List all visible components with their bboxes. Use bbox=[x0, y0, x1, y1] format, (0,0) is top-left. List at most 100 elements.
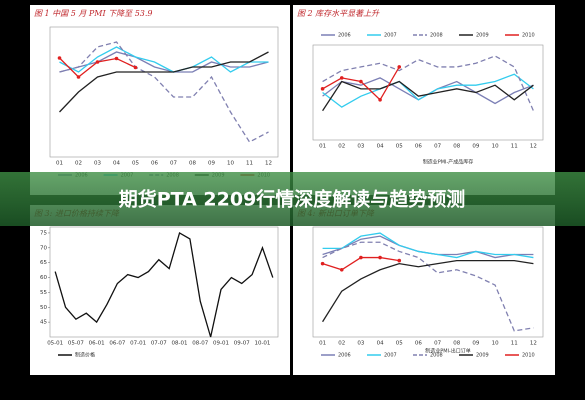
point bbox=[114, 56, 119, 61]
x-tick-label: 10 bbox=[492, 341, 499, 347]
x-tick-label: 06 bbox=[415, 144, 422, 150]
x-tick-label: 08-01 bbox=[172, 341, 188, 347]
x-tick-label: 03 bbox=[357, 341, 364, 347]
x-tick-label: 09 bbox=[472, 341, 479, 347]
point bbox=[359, 255, 363, 260]
point bbox=[95, 60, 100, 64]
plot-frame bbox=[312, 44, 544, 141]
series-line bbox=[322, 55, 535, 112]
x-tick-label: 10-01 bbox=[254, 341, 270, 347]
legend-label: 制造价格 bbox=[75, 352, 95, 359]
x-tick-label: 02 bbox=[75, 161, 82, 167]
legend-label: 2007 bbox=[384, 33, 397, 39]
x-tick-label: 04 bbox=[377, 144, 384, 150]
legend-label: 2008 bbox=[430, 353, 443, 359]
series-line bbox=[59, 46, 269, 73]
point bbox=[320, 87, 325, 91]
legend-label: 2010 bbox=[522, 353, 535, 359]
point bbox=[320, 261, 325, 266]
series-line bbox=[59, 41, 269, 143]
series-line bbox=[59, 51, 269, 73]
x-tick-label: 09-07 bbox=[234, 341, 250, 347]
point bbox=[397, 258, 402, 263]
x-tick-label: 01 bbox=[319, 144, 326, 150]
x-tick-label: 12 bbox=[530, 144, 537, 150]
x-tick-label: 10 bbox=[492, 144, 499, 150]
legend-label: 2006 bbox=[338, 353, 351, 359]
x-tick-label: 05 bbox=[396, 144, 403, 150]
point bbox=[339, 76, 344, 80]
x-tick-label: 06 bbox=[415, 341, 422, 347]
y-tick-label: 50 bbox=[40, 305, 47, 311]
legend-label: 2009 bbox=[476, 353, 489, 359]
banner-band bbox=[0, 172, 585, 226]
x-tick-label: 11 bbox=[511, 341, 518, 347]
panel bbox=[293, 205, 555, 375]
chart-note: 制造业PMI-出口订单 bbox=[425, 348, 471, 355]
y-tick-label: 45 bbox=[40, 320, 47, 326]
x-tick-label: 05-01 bbox=[47, 341, 63, 347]
x-tick-label: 02 bbox=[338, 341, 345, 347]
point bbox=[133, 65, 138, 70]
x-tick-label: 04 bbox=[377, 341, 384, 347]
x-tick-label: 05 bbox=[132, 161, 139, 167]
x-tick-label: 05 bbox=[396, 341, 403, 347]
series-line bbox=[59, 51, 269, 113]
point bbox=[76, 75, 81, 79]
x-tick-label: 11 bbox=[246, 161, 253, 167]
x-tick-label: 02 bbox=[338, 144, 345, 150]
x-tick-label: 03 bbox=[94, 161, 101, 167]
banner-title: 期货PTA 2209行情深度解读与趋势预测 bbox=[119, 188, 466, 211]
x-tick-label: 07-07 bbox=[151, 341, 167, 347]
x-tick-label: 01 bbox=[56, 161, 63, 167]
chart-note: 制造业PMI-产成品库存 bbox=[423, 159, 474, 166]
x-tick-label: 09 bbox=[472, 144, 479, 150]
x-tick-label: 07 bbox=[434, 341, 441, 347]
x-tick-label: 09 bbox=[208, 161, 215, 167]
y-tick-label: 60 bbox=[40, 275, 47, 281]
x-tick-label: 04 bbox=[113, 161, 120, 167]
legend-label: 2007 bbox=[384, 353, 397, 359]
legend-label: 2008 bbox=[430, 33, 443, 39]
x-tick-label: 12 bbox=[265, 161, 272, 167]
plot-frame bbox=[312, 226, 544, 338]
point bbox=[397, 65, 402, 69]
x-tick-label: 01 bbox=[319, 341, 326, 347]
x-tick-label: 03 bbox=[357, 144, 364, 150]
chart-title: 图 2 库存水平显著上升 bbox=[297, 9, 380, 18]
y-tick-label: 55 bbox=[40, 290, 47, 296]
x-tick-label: 07 bbox=[170, 161, 177, 167]
x-tick-label: 08 bbox=[189, 161, 196, 167]
point bbox=[339, 267, 344, 272]
x-tick-label: 12 bbox=[530, 341, 537, 347]
legend-label: 2010 bbox=[522, 33, 535, 39]
x-tick-label: 06 bbox=[151, 161, 158, 167]
legend-label: 2009 bbox=[476, 33, 489, 39]
legend-label: 2006 bbox=[338, 33, 351, 39]
x-tick-label: 08 bbox=[453, 144, 460, 150]
point bbox=[57, 56, 62, 60]
y-tick-label: 70 bbox=[40, 245, 47, 251]
chart-title: 图 1 中国 5 月 PMI 下降至 53.9 bbox=[34, 9, 153, 18]
point bbox=[378, 98, 382, 102]
series-line bbox=[322, 259, 534, 323]
y-tick-label: 75 bbox=[40, 230, 47, 236]
plot-frame bbox=[49, 226, 279, 338]
x-tick-label: 05-07 bbox=[68, 341, 84, 347]
panel bbox=[30, 5, 290, 195]
x-tick-label: 08-07 bbox=[192, 341, 208, 347]
plot-frame bbox=[49, 26, 279, 158]
x-tick-label: 10 bbox=[227, 161, 234, 167]
panel bbox=[30, 205, 290, 375]
series-line bbox=[54, 231, 274, 338]
point bbox=[359, 79, 363, 84]
point bbox=[378, 255, 382, 260]
x-tick-label: 07 bbox=[434, 144, 441, 150]
x-tick-label: 09-01 bbox=[213, 341, 229, 347]
series-line bbox=[322, 232, 534, 259]
panel bbox=[293, 5, 555, 195]
x-tick-label: 11 bbox=[511, 144, 518, 150]
x-tick-label: 06-07 bbox=[109, 341, 125, 347]
series-line bbox=[322, 80, 534, 112]
